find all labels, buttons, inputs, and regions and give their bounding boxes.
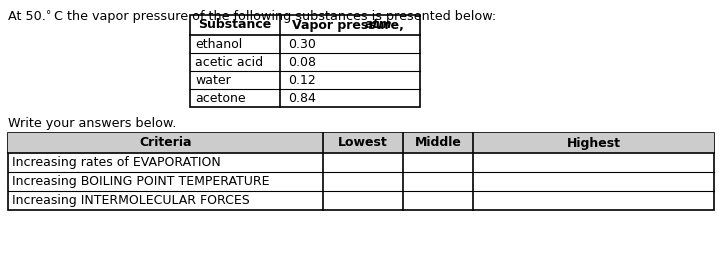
Text: Vapor pressure,: Vapor pressure,	[292, 19, 408, 32]
Text: Substance: Substance	[198, 19, 272, 32]
Text: 0.08: 0.08	[288, 56, 316, 68]
Text: water: water	[195, 74, 231, 86]
Text: Middle: Middle	[415, 137, 462, 150]
Text: Increasing rates of EVAPORATION: Increasing rates of EVAPORATION	[12, 156, 221, 169]
Text: acetic acid: acetic acid	[195, 56, 263, 68]
Text: Highest: Highest	[567, 137, 620, 150]
Text: C the vapor pressure of the following substances is presented below:: C the vapor pressure of the following su…	[50, 10, 496, 23]
Text: Criteria: Criteria	[139, 137, 192, 150]
Text: °: °	[46, 10, 51, 20]
Text: Write your answers below.: Write your answers below.	[8, 117, 176, 130]
Text: 0.30: 0.30	[288, 38, 316, 50]
Text: atm: atm	[365, 19, 392, 32]
Text: Increasing BOILING POINT TEMPERATURE: Increasing BOILING POINT TEMPERATURE	[12, 175, 270, 188]
Text: 0.84: 0.84	[288, 92, 316, 104]
Text: ethanol: ethanol	[195, 38, 242, 50]
Text: Increasing INTERMOLECULAR FORCES: Increasing INTERMOLECULAR FORCES	[12, 194, 249, 207]
Text: Lowest: Lowest	[338, 137, 388, 150]
Text: acetone: acetone	[195, 92, 246, 104]
Text: 0.12: 0.12	[288, 74, 316, 86]
Bar	[190, 15, 420, 107]
Bar	[8, 133, 714, 153]
Bar	[8, 133, 714, 210]
Text: At 50.: At 50.	[8, 10, 50, 23]
